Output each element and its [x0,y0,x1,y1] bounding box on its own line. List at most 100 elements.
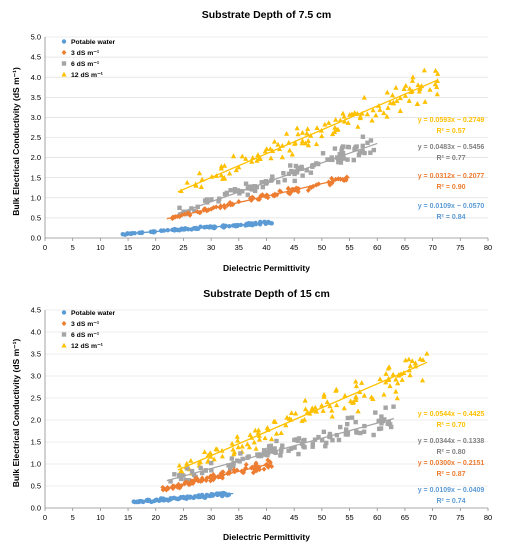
legend-entry: Potable water [71,39,116,46]
data-point [291,141,298,146]
data-point [294,170,300,175]
data-point [358,430,363,436]
data-point [410,74,416,80]
data-point [234,433,240,439]
data-point [387,100,393,105]
data-point [402,93,408,98]
x-tick-label: 45 [290,243,298,252]
data-point [424,350,430,356]
data-point [281,171,286,176]
data-point [280,443,285,448]
data-point [238,451,243,456]
data-point [340,150,346,156]
data-point [403,82,409,88]
data-point [218,470,224,477]
data-point [176,462,182,468]
trendline-r2: R² = 0.70 [437,422,466,429]
data-point [327,403,333,409]
legend-entry: 3 dS m⁻¹ [71,321,100,328]
data-point [381,110,387,116]
data-point [357,150,362,155]
data-point [176,483,182,489]
data-point [295,438,301,443]
data-point [383,379,389,385]
data-point [414,101,420,107]
data-point [179,468,185,474]
data-point [201,449,208,455]
legend-marker [61,49,67,56]
data-point [379,421,384,426]
data-point [377,107,383,112]
data-point [230,446,236,452]
data-point [222,191,228,197]
data-point [252,186,258,191]
data-point [262,435,268,441]
trendline-ds3 [161,462,273,491]
data-point [361,94,367,100]
data-point [257,466,262,473]
data-point [319,402,325,408]
data-point [422,99,428,104]
data-point [304,130,310,136]
data-point [259,180,264,185]
data-point [369,117,375,123]
data-point [202,198,208,203]
data-point [336,159,341,165]
y-tick-label: 1.0 [31,460,41,469]
data-point [345,430,351,436]
data-point [332,146,338,151]
data-point [199,470,205,476]
x-tick-label: 25 [179,513,187,522]
data-point [304,168,309,173]
data-point [230,153,237,159]
data-point [407,363,413,368]
data-point [387,383,393,389]
data-point [255,427,262,433]
legend: Potable water 3 dS m⁻¹ 6 dS m⁻¹ 12 dS m⁻¹ [61,39,116,79]
data-point [335,156,341,161]
data-point [334,432,340,438]
data-point [341,113,347,119]
data-point [357,113,363,119]
trendline-equation: y = 0.0109x − 0.0409 [418,487,485,494]
data-point [261,448,267,453]
y-tick-label: 5.0 [31,33,41,42]
y-tick-label: 3.5 [31,93,41,102]
data-point [353,394,359,400]
x-tick-label: 0 [43,513,47,522]
data-point [299,138,306,143]
data-point [209,468,214,473]
data-point [361,429,367,434]
legend-entry: 6 dS m⁻¹ [71,61,100,68]
legend-marker [61,61,67,66]
data-point [258,453,264,459]
y-tick-label: 3.5 [31,350,41,359]
data-point [246,444,253,450]
y-tick-label: 4.5 [31,53,41,62]
y-tick-label: 0.0 [31,234,41,243]
data-point [243,181,249,186]
data-point [393,376,399,382]
data-point [208,478,213,484]
data-point [266,444,272,449]
trendline-ds6 [166,417,395,482]
x-tick-label: 45 [290,513,298,522]
data-point [260,184,265,190]
data-point [330,438,335,443]
data-point [245,192,250,197]
data-point [251,469,257,475]
data-point [295,167,300,172]
data-point [292,445,297,450]
data-point [394,395,400,401]
data-point [384,113,390,119]
data-point [252,466,258,473]
y-tick-label: 1.5 [31,173,41,182]
x-tick-label: 10 [96,513,104,522]
data-point [292,437,297,443]
legend-entry: 6 dS m⁻¹ [71,332,100,339]
data-point [314,125,320,130]
data-point [324,399,330,405]
data-point [283,422,289,428]
data-point [292,178,297,184]
